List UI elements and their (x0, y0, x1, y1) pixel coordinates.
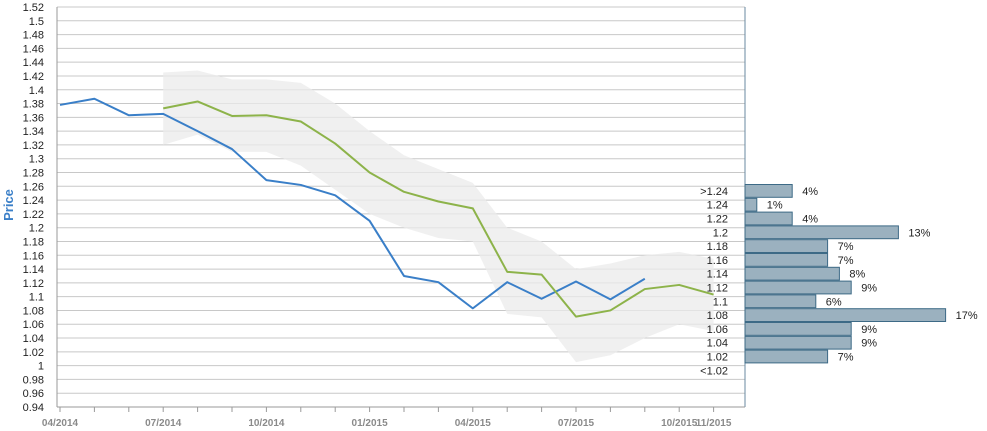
distribution-bin-label: 1.18 (707, 241, 728, 253)
distribution-bar (744, 308, 947, 323)
distribution-pct-label: 6% (826, 296, 842, 308)
distribution-bar (744, 335, 852, 350)
distribution-pct-label: 7% (838, 352, 854, 364)
distribution-bin-label: 1.2 (713, 227, 728, 239)
y-tick-label: 1.42 (23, 71, 44, 83)
x-tick-label: 01/2015 (352, 418, 389, 429)
y-tick-label: 1.2 (29, 223, 44, 235)
x-axis-ticks: 04/2014 07/2014 10/2014 01/2015 04/2015 07/20… (42, 418, 732, 429)
distribution-bin-label: 1.12 (707, 283, 728, 295)
y-tick-label: 1.3 (29, 154, 44, 166)
distribution-pct-label: 9% (861, 324, 877, 336)
x-tick-label: 04/2015 (455, 418, 492, 429)
distribution-bar (744, 322, 852, 336)
distribution-bar (744, 239, 829, 253)
distribution-pct-label: 4% (802, 186, 818, 198)
distribution-bar (744, 197, 758, 212)
y-tick-label: 1.32 (23, 140, 44, 152)
y-tick-label: 1.22 (23, 209, 44, 221)
y-tick-label: 1.46 (23, 43, 44, 55)
distribution-pct-label: 7% (838, 241, 854, 253)
distribution-bin-label: 1.04 (707, 338, 728, 350)
distribution-pct-label: 1% (767, 200, 783, 212)
series-line-1 (59, 97, 646, 310)
y-tick-label: 1.28 (23, 168, 44, 180)
distribution-bar (744, 266, 840, 281)
distribution-bin-label: 1.06 (707, 324, 728, 336)
y-tick-label: 1.12 (23, 278, 44, 290)
distribution-bin-label: >1.24 (700, 186, 728, 198)
y-tick-label: 1.08 (23, 305, 44, 317)
distribution-bar (744, 294, 817, 309)
y-tick-label: 1.44 (23, 57, 44, 69)
y-tick-label: 0.94 (23, 402, 44, 414)
y-tick-label: 1 (38, 361, 44, 373)
distribution-pct-label: 7% (838, 255, 854, 267)
distribution-pct-label: 9% (861, 283, 877, 295)
y-axis-ticks: 0.94 0.96 0.981 1.02 1.04 1.06 1.081.1 1.12 1.14… (23, 2, 44, 414)
y-tick-label: 1.48 (23, 30, 44, 42)
distribution-pct-label: 17% (956, 310, 978, 322)
y-tick-label: 1.52 (23, 2, 44, 14)
y-tick-label: 1.24 (23, 195, 44, 207)
forecast-band-area (163, 70, 714, 363)
y-tick-label: 0.98 (23, 374, 44, 386)
y-tick-label: 1.26 (23, 181, 44, 193)
y-tick-label: 1.5 (29, 16, 44, 28)
distribution-pct-label: 9% (861, 338, 877, 350)
x-tick-label: 07/2015 (558, 418, 595, 429)
y-tick-label: 1.1 (29, 292, 44, 304)
distribution-bar (744, 184, 793, 198)
distribution-bin-label: <1.02 (700, 365, 728, 377)
distribution-bin-label: 1.22 (707, 214, 728, 226)
distribution-bin-label: 1.1 (713, 296, 728, 308)
distribution-pct-label: 4% (802, 214, 818, 226)
distribution-bar (744, 253, 829, 267)
y-tick-label: 1.16 (23, 250, 44, 262)
x-tick-label: 11/2015 (696, 418, 732, 429)
forecast-band (163, 70, 714, 363)
x-tick-label: 04/2014 (42, 418, 79, 429)
distribution-bin-label: 1.02 (707, 352, 728, 364)
series-lines (59, 97, 714, 318)
distribution-bar (744, 211, 793, 226)
y-tick-label: 1.4 (29, 85, 44, 97)
y-tick-label: 1.36 (23, 112, 44, 124)
distribution-bin-label: 1.16 (707, 255, 728, 267)
series-line-2 (163, 100, 714, 318)
y-tick-label: 1.38 (23, 99, 44, 111)
distribution-pct-label: 8% (849, 269, 865, 281)
distribution-bar (744, 225, 899, 240)
x-tick-label: 10/2014 (248, 418, 285, 429)
distribution-bar (744, 280, 852, 295)
y-tick-label: 1.34 (23, 126, 44, 138)
y-tick-label: 1.02 (23, 347, 44, 359)
y-tick-label: 1.04 (23, 333, 44, 345)
y-tick-label: 1.18 (23, 236, 44, 248)
x-tick-label: 10/2015 (661, 418, 698, 429)
y-tick-label: 0.96 (23, 388, 44, 400)
x-tick-label: 07/2014 (145, 418, 182, 429)
distribution-bin-label: 1.08 (707, 310, 728, 322)
distribution-bar (744, 349, 829, 364)
y-tick-label: 1.06 (23, 319, 44, 331)
distribution-bin-label: 1.24 (707, 200, 728, 212)
y-axis-label: Price (1, 189, 16, 221)
y-tick-label: 1.14 (23, 264, 44, 276)
distribution-bin-label: 1.14 (707, 269, 728, 281)
distribution-pct-label: 13% (908, 227, 930, 239)
distribution-bars: >1.24 4% 1.24 1% 1.22 4% 1.2 13% 1.18 7% 1.16 7% 1.1… (700, 184, 978, 377)
